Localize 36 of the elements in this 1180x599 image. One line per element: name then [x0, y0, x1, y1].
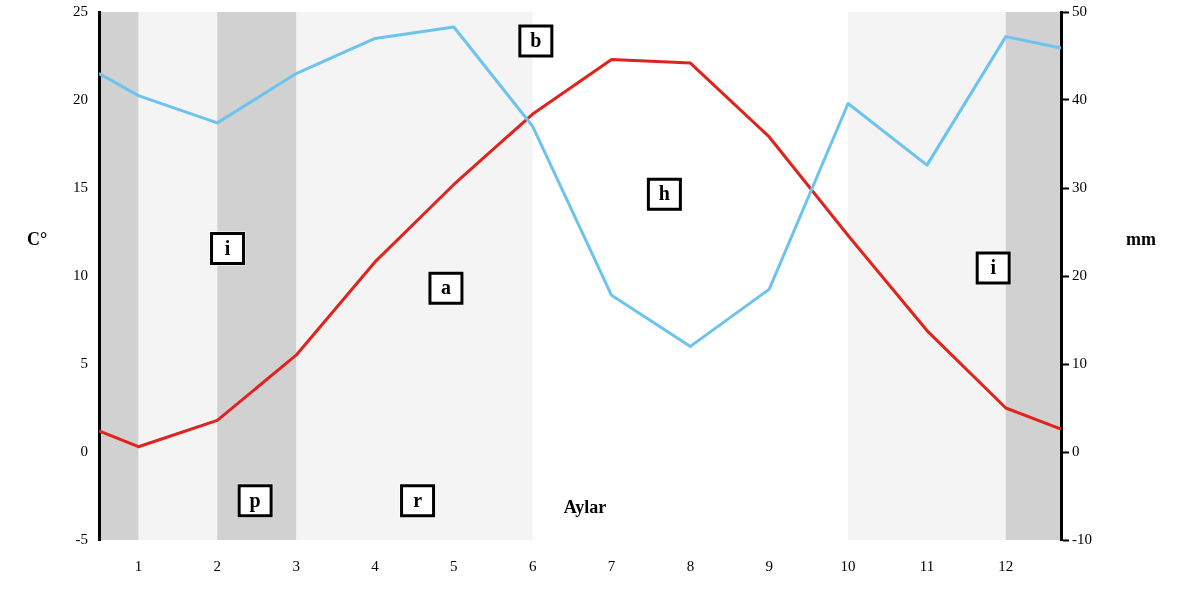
y2-tick-label: 40	[1072, 90, 1087, 107]
x-tick-label: 10	[840, 557, 856, 574]
y-tick-label: 10	[73, 266, 88, 283]
annotation: p	[249, 488, 261, 512]
y-axis-title: C°	[26, 229, 48, 250]
x-tick-label: 8	[686, 557, 695, 574]
y-tick-label: -5	[75, 530, 88, 547]
y2-tick-label: 30	[1072, 178, 1087, 195]
x-tick-label: 7	[607, 557, 616, 574]
y-tick-label: 20	[73, 90, 88, 107]
y2-tick-label: 20	[1072, 266, 1087, 283]
x-tick-label: 11	[919, 557, 935, 574]
annotation: i	[990, 256, 997, 279]
y2-tick-label: -10	[1072, 530, 1092, 547]
annotation: a	[440, 276, 451, 299]
y-tick-label: 25	[73, 2, 88, 19]
annotation: h	[658, 182, 670, 205]
annotation: r	[413, 488, 423, 511]
x-tick-label: 6	[528, 557, 537, 574]
x-axis-title: Aylar	[563, 496, 607, 517]
x-tick-label: 5	[450, 557, 458, 574]
y-tick-label: 5	[80, 354, 88, 371]
x-tick-label: 3	[292, 557, 300, 574]
y-tick-label: 15	[73, 178, 88, 195]
y2-tick-label: 0	[1072, 442, 1080, 459]
y2-tick-label: 10	[1072, 354, 1087, 371]
y-tick-label: 0	[80, 442, 88, 459]
y2-axis-title: mm	[1126, 229, 1156, 250]
x-tick-label: 2	[213, 557, 222, 574]
y2-tick-label: 50	[1072, 2, 1087, 19]
annotation: i	[224, 236, 231, 259]
x-tick-label: 9	[765, 557, 773, 574]
x-tick-label: 4	[371, 557, 380, 574]
annotation: b	[530, 29, 542, 52]
x-tick-label: 1	[134, 557, 143, 574]
x-tick-label: 12	[998, 557, 1014, 574]
